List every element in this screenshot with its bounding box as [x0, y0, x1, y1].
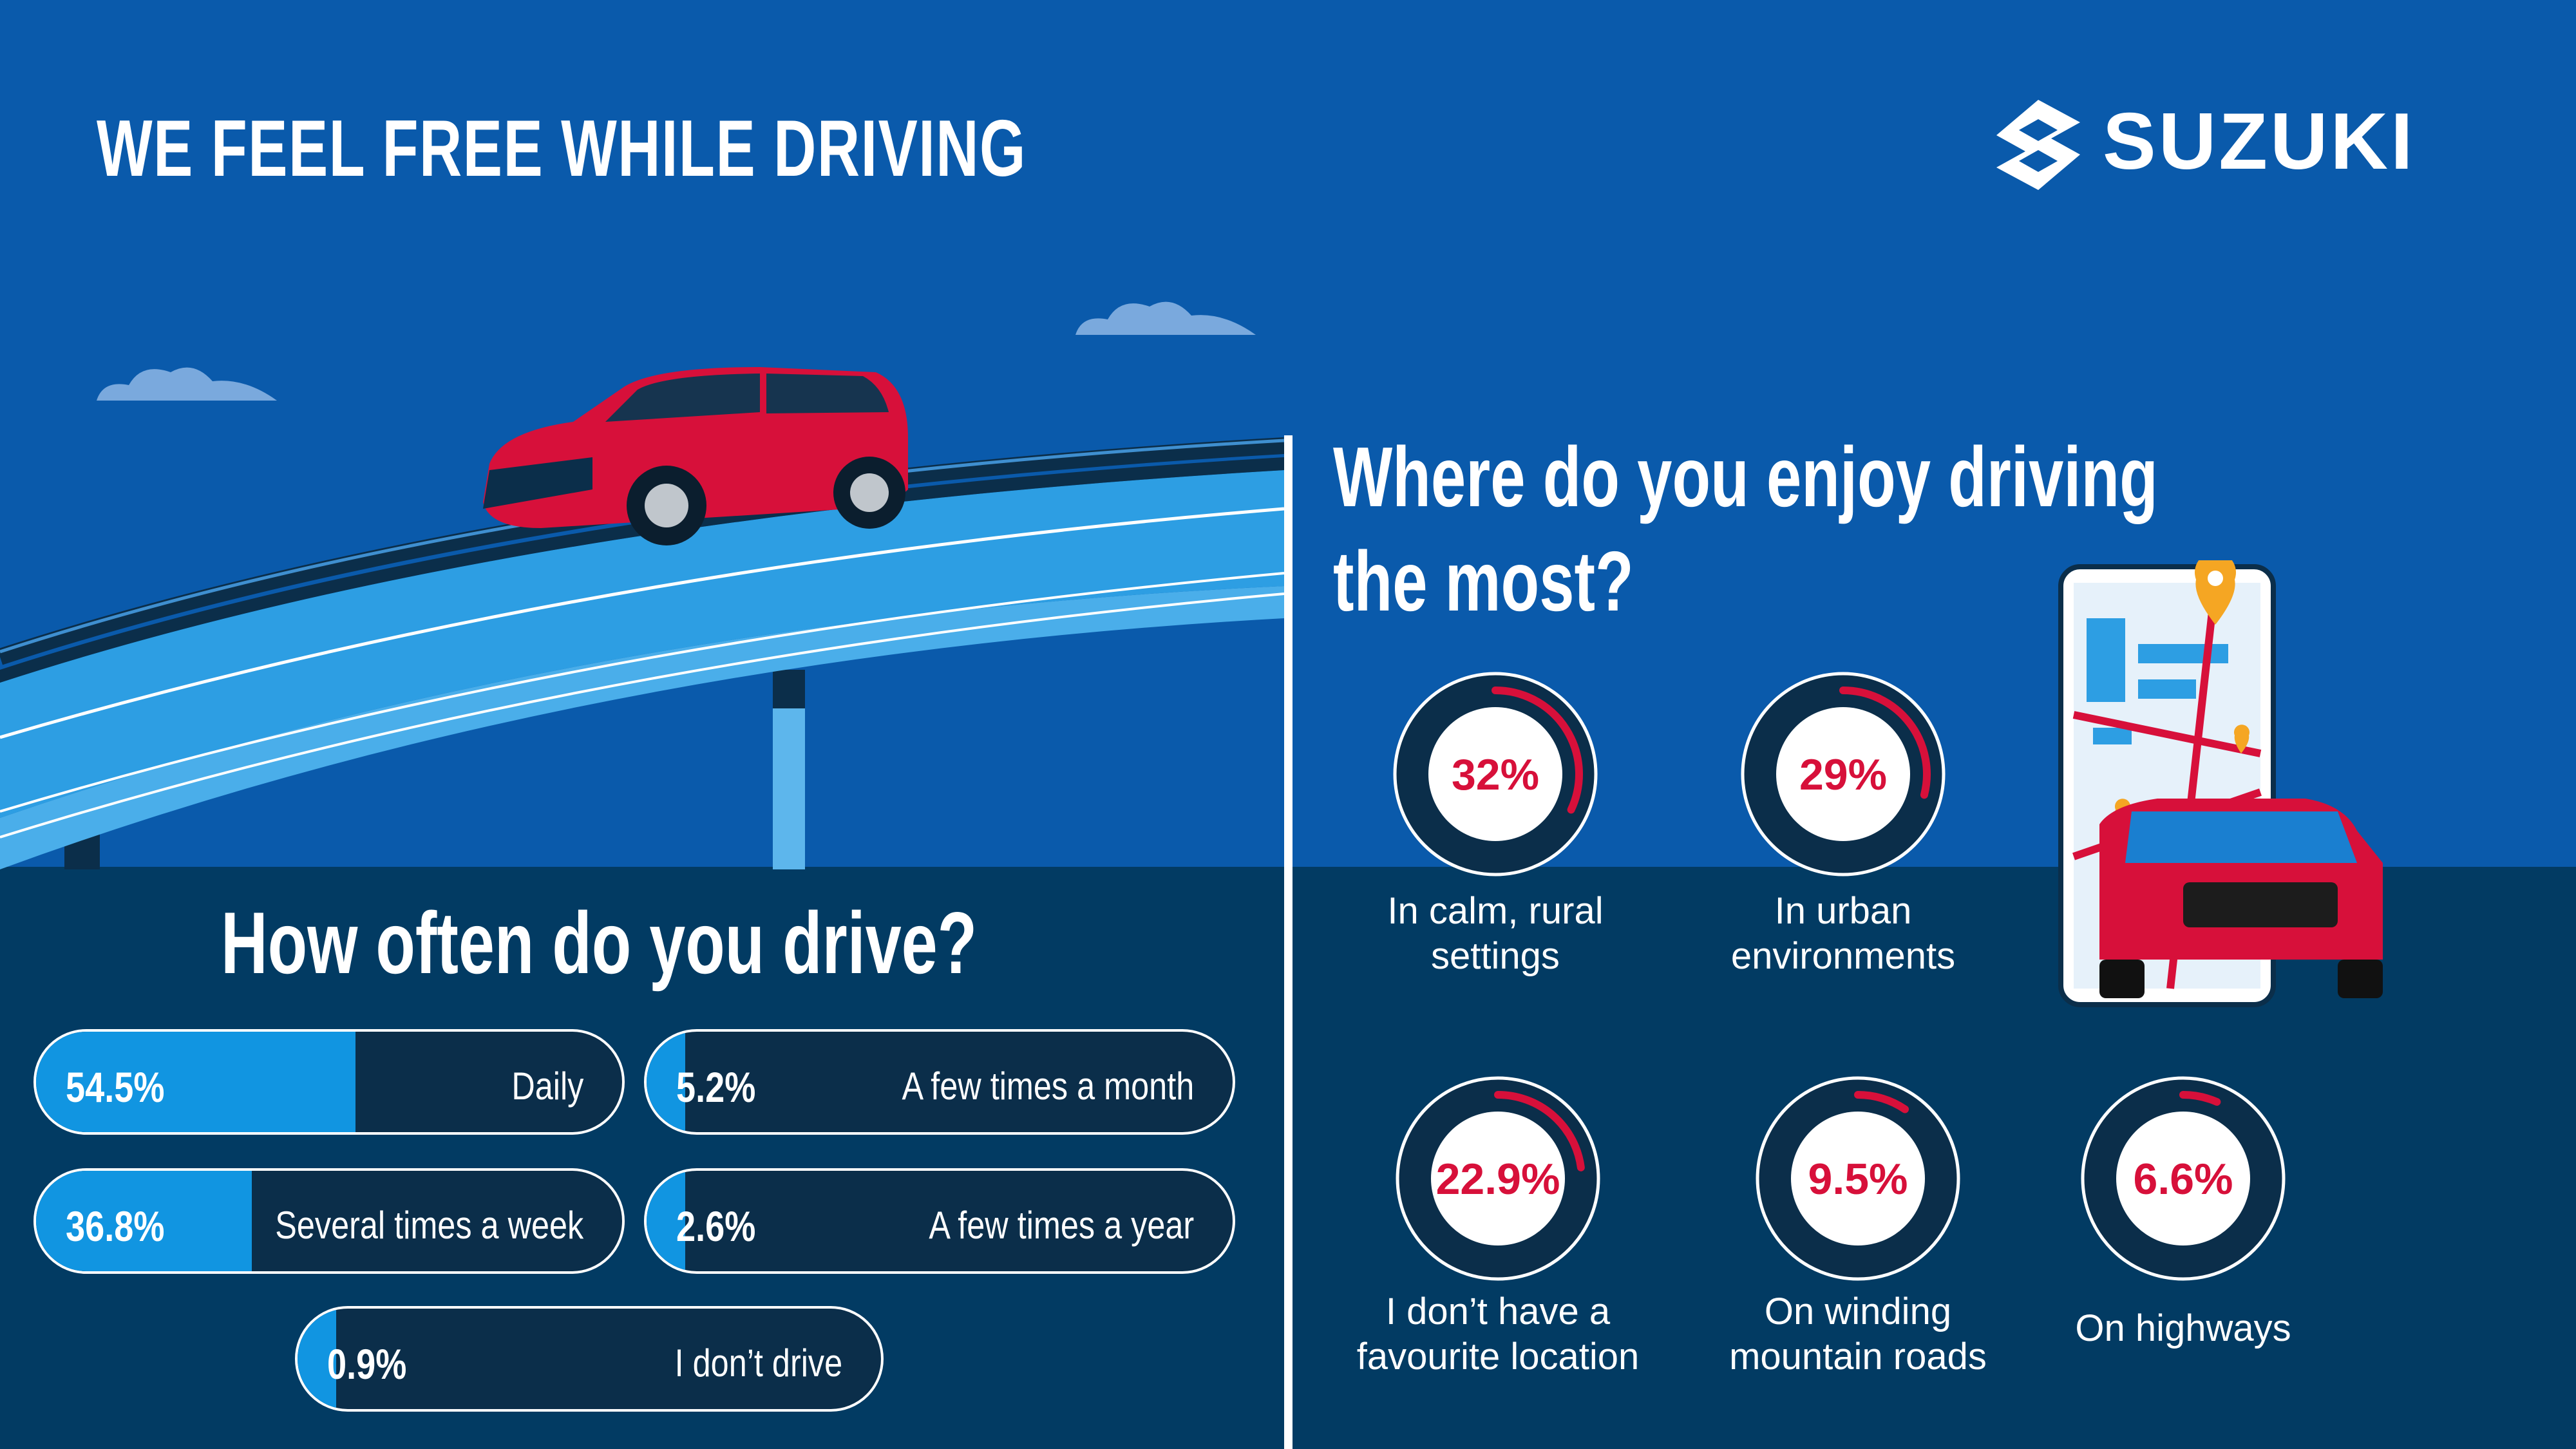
ring-value-label: 9.5% — [1808, 1155, 1908, 1204]
bar-category-label: A few times a month — [902, 1065, 1194, 1108]
ring-chart: 29% — [1741, 672, 1946, 876]
ring-category-line: In urban — [1774, 890, 1912, 932]
bar-item: 36.8% Several times a week — [33, 1168, 625, 1274]
ring-category-label: In calm, rural settings — [1328, 889, 1663, 979]
bar-category-label: I don’t drive — [674, 1341, 842, 1385]
bar-fill — [36, 1171, 252, 1271]
bar-category-label: A few times a year — [929, 1204, 1194, 1247]
ring-inner — [1428, 707, 1562, 841]
ring-category-label: I don’t have a favourite location — [1331, 1289, 1665, 1379]
bar-value-label: 2.6% — [676, 1202, 756, 1250]
ring-value-label: 6.6% — [2134, 1155, 2233, 1204]
ring-category-label: In urban environments — [1676, 889, 2011, 979]
brand-name: SUZUKI — [2103, 97, 2416, 186]
bar-item: 0.9% I don’t drive — [295, 1306, 884, 1412]
bar-fill — [36, 1032, 355, 1132]
suzuki-logo-icon — [1996, 100, 2080, 190]
ring-category-line: mountain roads — [1729, 1336, 1987, 1378]
bar-item: 54.5% Daily — [33, 1029, 625, 1135]
bar-value-label: 5.2% — [676, 1063, 756, 1111]
bar-category-label: Daily — [511, 1065, 583, 1108]
bar-value-label: 54.5% — [66, 1063, 165, 1111]
ring-category-line: On winding — [1764, 1291, 1952, 1332]
ring-chart: 32% — [1393, 672, 1598, 876]
ring-category-line: environments — [1730, 935, 1956, 977]
ring-value-label: 22.9% — [1436, 1155, 1560, 1204]
phone-map-illustration — [2058, 560, 2383, 1007]
ring-category-line: On highways — [2075, 1307, 2291, 1349]
map-pin-icon — [2195, 560, 2236, 625]
ring-arc — [2179, 1091, 2221, 1106]
bar-item: 2.6% A few times a year — [644, 1168, 1235, 1274]
ring-value-label: 32% — [1452, 750, 1539, 799]
right-question-line1: Where do you enjoy driving — [1333, 430, 2158, 524]
left-question: How often do you drive? — [221, 894, 978, 992]
right-question-line2: the most? — [1333, 534, 1634, 629]
cloud-icon — [97, 367, 277, 401]
bar-value-label: 0.9% — [327, 1340, 407, 1388]
ring-arc — [1492, 687, 1583, 814]
ring-chart: 6.6% — [2081, 1076, 2286, 1281]
cloud-icon — [1075, 301, 1256, 335]
ring-category-line: In calm, rural — [1387, 890, 1604, 932]
ring-inner — [1791, 1112, 1925, 1245]
divider — [1284, 435, 1293, 1449]
ring-category-label: On highways — [2016, 1306, 2351, 1351]
bar-item: 5.2% A few times a month — [644, 1029, 1235, 1135]
car-illustration — [483, 367, 908, 545]
ring-arc — [1839, 687, 1931, 799]
bar-category-label: Several times a week — [275, 1204, 583, 1247]
ring-category-line: settings — [1431, 935, 1560, 977]
page-title: WE FEEL FREE WHILE DRIVING — [97, 104, 1027, 193]
bar-fill — [647, 1032, 685, 1132]
suzuki-logo: SUZUKI — [1987, 93, 2483, 196]
ring-arc — [1494, 1091, 1585, 1171]
bar-fill — [298, 1309, 336, 1409]
ring-value-label: 29% — [1799, 750, 1887, 799]
ring-category-line: I don’t have a — [1385, 1291, 1611, 1332]
ring-category-line: favourite location — [1356, 1336, 1640, 1378]
ring-inner — [1431, 1112, 1565, 1245]
bar-fill — [647, 1171, 685, 1271]
ring-chart: 9.5% — [1756, 1076, 1960, 1281]
bar-value-label: 36.8% — [66, 1202, 165, 1250]
ring-arc — [1854, 1091, 1909, 1113]
ring-inner — [1776, 707, 1910, 841]
right-question: Where do you enjoy driving the most? — [1333, 425, 2158, 634]
ring-inner — [2116, 1112, 2250, 1245]
ring-chart: 22.9% — [1396, 1076, 1600, 1281]
ring-category-label: On winding mountain roads — [1690, 1289, 2025, 1379]
